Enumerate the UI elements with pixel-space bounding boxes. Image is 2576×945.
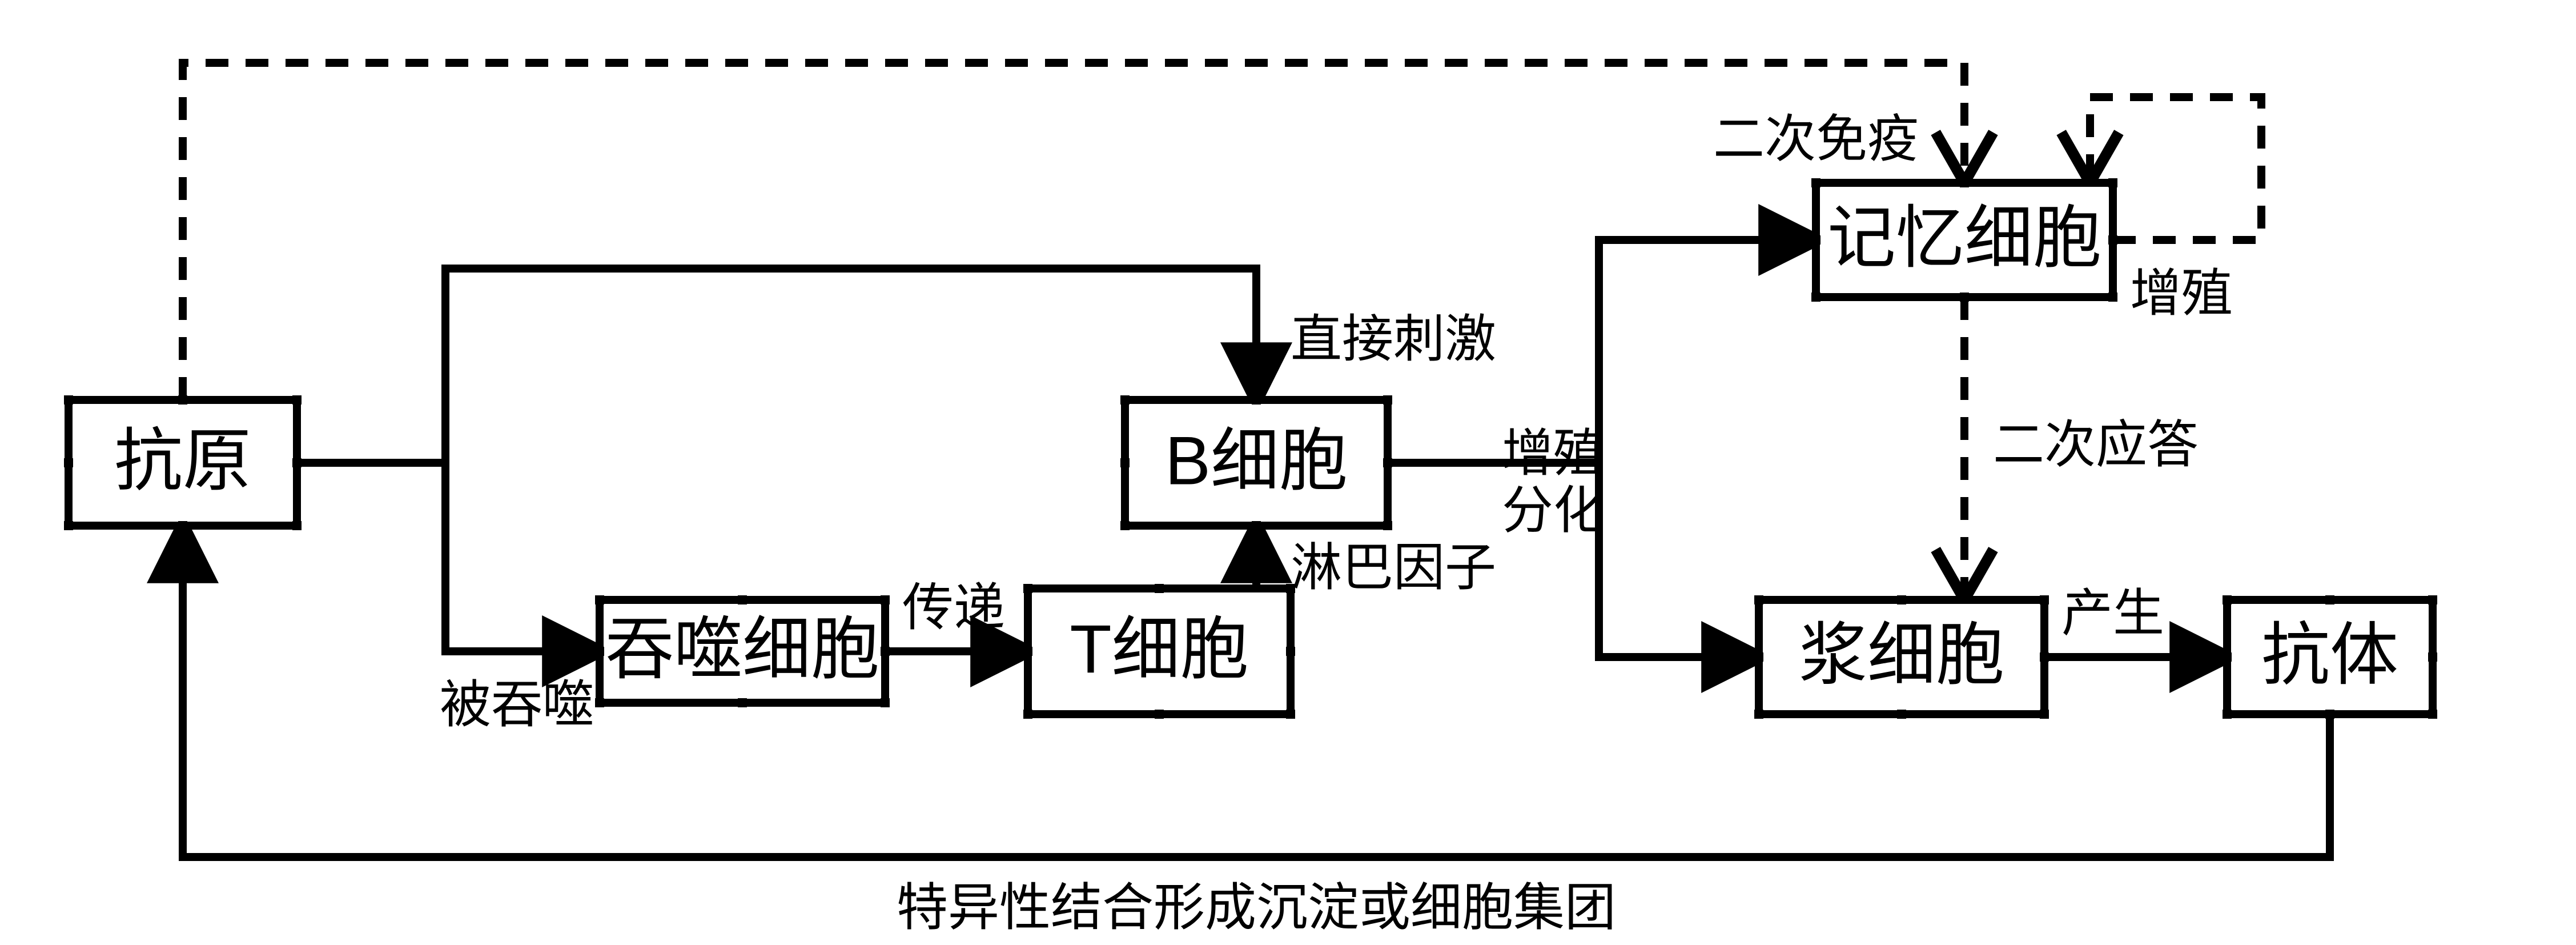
edge-label-prolif_diff1: 增殖 — [1502, 425, 1605, 482]
edge-label-secondary_resp: 二次应答 — [1993, 417, 2199, 474]
edge-label-secondary_imm: 二次免疫 — [1713, 111, 1919, 168]
edge-label-direct_stim: 直接刺激 — [1291, 311, 1496, 368]
edge-to-memory — [1599, 240, 1816, 463]
node-phagocyte-label: 吞噬细胞 — [605, 611, 879, 688]
edge-label-transmit: 传递 — [902, 579, 1005, 636]
node-antibody-label: 抗体 — [2261, 617, 2398, 694]
edge-label-engulfed: 被吞噬 — [440, 676, 594, 734]
edge-engulfed — [445, 463, 600, 651]
edge-label-lymphokine: 淋巴因子 — [1291, 539, 1496, 596]
node-plasma-label: 浆细胞 — [1799, 617, 2004, 694]
edge-label-bottom: 特异性结合形成沉淀或细胞集团 — [897, 879, 1616, 936]
edge-label-produce: 产生 — [2061, 585, 2164, 642]
edge-to-plasma — [1599, 463, 1759, 657]
node-tcell-label: T细胞 — [1070, 611, 1248, 688]
node-memory-label: 记忆细胞 — [1827, 200, 2101, 277]
node-antigen-label: 抗原 — [114, 423, 251, 499]
node-bcell-label: B细胞 — [1165, 423, 1348, 499]
edge-label-prolif_diff2: 分化 — [1502, 482, 1605, 539]
edge-label-proliferate: 增殖 — [2130, 265, 2233, 322]
edge-secondary-imm — [183, 63, 1964, 400]
